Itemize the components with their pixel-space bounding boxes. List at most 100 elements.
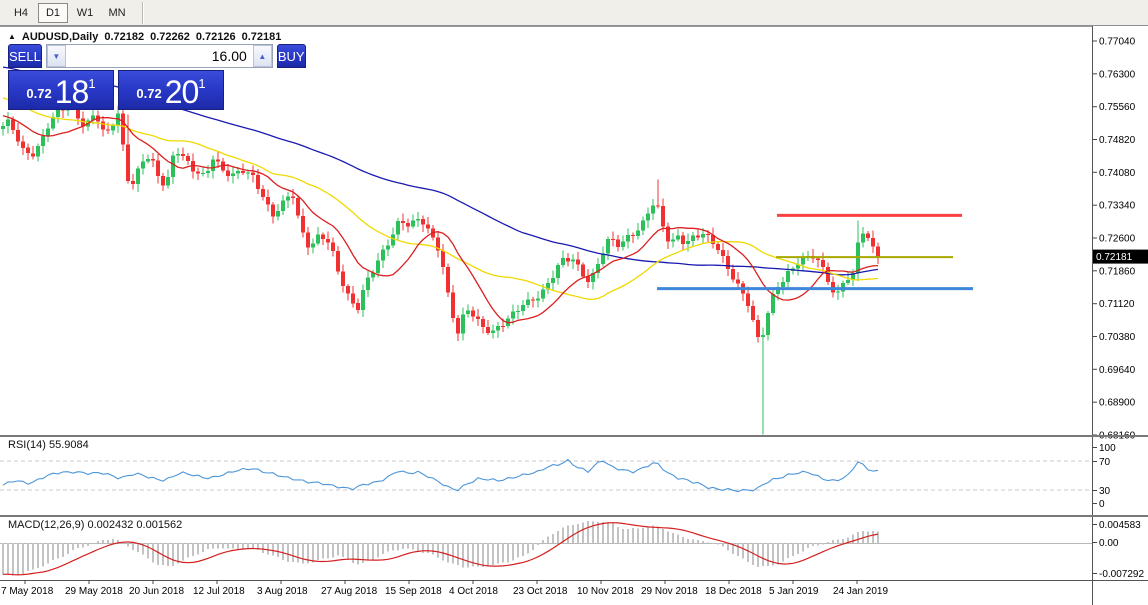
- macd-histogram-bar: [151, 543, 155, 563]
- macd-histogram-bar: [281, 543, 285, 560]
- macd-histogram-bar: [561, 527, 565, 543]
- macd-histogram-bar: [376, 543, 380, 558]
- macd-histogram-bar: [841, 539, 845, 543]
- macd-histogram-bar: [646, 526, 650, 543]
- svg-text:0.004583: 0.004583: [1099, 520, 1141, 531]
- macd-histogram-bar: [476, 543, 480, 567]
- macd-histogram-bar: [716, 543, 720, 545]
- macd-histogram-bar: [371, 543, 375, 560]
- macd-histogram-bar: [501, 543, 505, 563]
- chart-canvas[interactable]: 0.77040 0.76300 0.75560 0.74820 0.74080 0.733…: [0, 26, 1148, 605]
- macd-histogram-bar: [526, 543, 530, 554]
- macd-histogram-bar: [451, 543, 455, 564]
- timeframe-button-h4[interactable]: H4: [13, 6, 29, 19]
- macd-panel-separator[interactable]: [0, 515, 1148, 517]
- macd-histogram-bar: [91, 543, 95, 544]
- macd-histogram-bar: [691, 539, 695, 543]
- macd-histogram-bar: [836, 539, 840, 543]
- date-tick-label: 12 Jul 2018: [193, 586, 245, 597]
- ohlc-close: 0.72181: [241, 31, 282, 43]
- sell-button[interactable]: SELL: [8, 44, 42, 68]
- chart-window: 0.77040 0.76300 0.75560 0.74820 0.74080 0.733…: [0, 26, 1148, 605]
- buy-price-display[interactable]: 0.72 20 1: [118, 70, 224, 110]
- ohlc-open: 0.72182: [104, 31, 145, 43]
- macd-histogram-bar: [106, 540, 110, 543]
- macd-histogram-bar: [731, 543, 735, 554]
- timeframe-button-d1[interactable]: D1: [38, 2, 68, 23]
- volume-input[interactable]: [65, 45, 253, 67]
- volume-decrease-button[interactable]: ▼: [46, 45, 66, 67]
- buy-price-pipette: 1: [198, 76, 206, 91]
- macd-histogram-bar: [76, 543, 80, 549]
- macd-histogram-bar: [531, 543, 535, 551]
- svg-text:0.72181: 0.72181: [1096, 252, 1133, 263]
- macd-histogram-bar: [726, 543, 730, 551]
- macd-histogram-bar: [856, 531, 860, 543]
- horizontal-lines-layer[interactable]: [657, 213, 973, 291]
- macd-histogram-bar: [776, 543, 780, 565]
- timeframe-button-w1[interactable]: W1: [76, 6, 94, 19]
- macd-histogram-bar: [166, 543, 170, 566]
- svg-text:0.69640: 0.69640: [1099, 365, 1136, 376]
- macd-histogram-bar: [446, 543, 450, 563]
- ma-line: [2, 115, 879, 324]
- macd-histogram-bar: [706, 542, 710, 543]
- symbol-header: ▲ AUDUSD,Daily 0.72182 0.72262 0.72126 0…: [8, 31, 281, 43]
- macd-histogram-bar: [611, 523, 615, 543]
- macd-histogram-bar: [396, 543, 400, 551]
- sell-price-pipette: 1: [88, 76, 96, 91]
- sell-price-main: 18: [54, 73, 90, 110]
- macd-histogram-bar: [6, 543, 10, 575]
- macd-histogram-bar: [746, 543, 750, 562]
- macd-histogram-bar: [596, 522, 600, 543]
- macd-histogram-bar: [41, 543, 45, 567]
- price-axis[interactable]: 0.77040 0.76300 0.75560 0.74820 0.74080 0.733…: [1092, 26, 1136, 605]
- rsi-panel-separator[interactable]: [0, 435, 1148, 437]
- macd-histogram-bar: [301, 543, 305, 564]
- date-tick-label: 20 Jun 2018: [129, 586, 184, 597]
- macd-histogram-bar: [381, 543, 385, 555]
- volume-increase-button[interactable]: ▲: [252, 45, 272, 67]
- macd-histogram-bar: [181, 543, 185, 561]
- macd-histogram-bar: [146, 543, 150, 559]
- macd-histogram-bar: [851, 534, 855, 543]
- macd-histogram-bar: [56, 543, 60, 559]
- macd-histogram-bar: [356, 543, 360, 565]
- svg-text:0.68900: 0.68900: [1099, 398, 1136, 409]
- buy-button[interactable]: BUY: [276, 44, 306, 68]
- macd-histogram-bar: [821, 543, 825, 545]
- svg-text:0.72600: 0.72600: [1099, 234, 1136, 245]
- macd-histogram-bar: [271, 543, 275, 556]
- macd-histogram-bar: [111, 539, 115, 543]
- macd-histogram-bar: [481, 543, 485, 567]
- macd-histogram-bar: [131, 543, 135, 550]
- macd-histogram-bar: [211, 543, 215, 549]
- macd-histogram-bar: [226, 543, 230, 549]
- macd-histogram-bar: [416, 543, 420, 552]
- macd-histogram-bar: [406, 543, 410, 549]
- date-tick-label: 29 May 2018: [65, 586, 123, 597]
- macd-histogram-bar: [651, 525, 655, 543]
- collapse-triangle-icon[interactable]: ▲: [8, 31, 16, 41]
- macd-histogram-bar: [761, 543, 765, 567]
- svg-text:0.75560: 0.75560: [1099, 102, 1136, 113]
- date-axis[interactable]: 7 May 2018 29 May 2018 20 Jun 2018 12 Jul 2…: [0, 580, 1148, 597]
- timeframe-toolbar: H4 D1 W1 MN: [0, 0, 1148, 26]
- macd-histogram-bar: [701, 540, 705, 543]
- macd-histogram-bar: [176, 543, 180, 564]
- sell-price-display[interactable]: 0.72 18 1: [8, 70, 114, 110]
- macd-histogram-bar: [1, 543, 5, 575]
- rsi-panel: 100 70 30 0: [0, 443, 1116, 510]
- macd-histogram-bar: [456, 543, 460, 565]
- timeframe-button-mn[interactable]: MN: [108, 6, 126, 19]
- svg-text:0.74820: 0.74820: [1099, 135, 1136, 146]
- macd-histogram-bar: [556, 531, 560, 543]
- macd-histogram-bar: [521, 543, 525, 556]
- macd-histogram-bar: [71, 543, 75, 551]
- macd-histogram-bar: [721, 543, 725, 547]
- macd-histogram-bar: [426, 543, 430, 554]
- macd-histogram-bar: [831, 540, 835, 543]
- macd-histogram-bar: [741, 543, 745, 559]
- macd-histogram-bar: [876, 531, 880, 543]
- macd-histogram-bar: [231, 543, 235, 549]
